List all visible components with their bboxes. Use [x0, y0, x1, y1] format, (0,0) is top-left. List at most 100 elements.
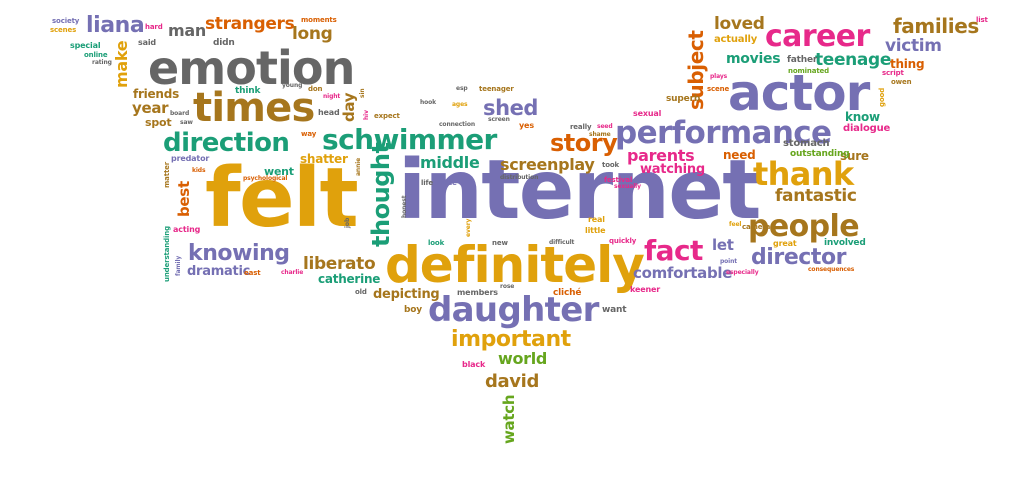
word-sin: sin	[359, 88, 366, 98]
word-daughter: daughter	[428, 290, 599, 330]
word-way: way	[301, 130, 317, 138]
word-job: job	[344, 217, 351, 228]
word-involved: involved	[824, 238, 866, 248]
word-esp: esp	[456, 85, 468, 92]
word-hiv: hiv	[363, 110, 370, 120]
word-annie: annie	[355, 157, 362, 176]
word-think: think	[235, 86, 261, 96]
word-took: took	[602, 161, 620, 169]
word-teenage: teenage	[815, 50, 892, 70]
word-scene: scene	[707, 85, 730, 93]
word-strangers: strangers	[205, 14, 295, 34]
word-owen: owen	[891, 78, 912, 86]
word-black: black	[462, 360, 486, 369]
word-stomach: stomach	[783, 138, 830, 149]
word-watching: watching	[640, 162, 705, 177]
word-times: times	[193, 85, 315, 131]
word-festival: festival	[604, 176, 633, 184]
word-actually: actually	[714, 34, 758, 45]
word-victim: victim	[885, 36, 942, 56]
word-honest: honest	[401, 195, 408, 218]
word-said: said	[138, 38, 156, 47]
word-people: people	[748, 209, 860, 244]
word-direction: direction	[163, 128, 290, 158]
word-real: real	[588, 215, 605, 224]
word-psychological: psychological	[243, 175, 288, 182]
word-life: life	[421, 179, 434, 187]
word-superb: superb	[666, 94, 701, 104]
word-story: story	[550, 129, 618, 157]
word-predator: predator	[171, 154, 210, 163]
word-quickly: quickly	[609, 237, 637, 245]
word-middle: middle	[420, 153, 480, 172]
word-point: point	[720, 258, 738, 265]
word-dramatic: dramatic	[187, 264, 251, 279]
word-issue: issue	[437, 179, 457, 187]
word-yes: yes	[519, 121, 534, 130]
word-connection: connection	[439, 121, 475, 128]
word-director: director	[751, 245, 847, 270]
word-long: long	[292, 24, 333, 44]
word-really: really	[570, 123, 592, 131]
word-teenager: teenager	[479, 85, 514, 93]
word-look: look	[428, 239, 445, 247]
word-good: good	[878, 87, 886, 107]
word-new: new	[492, 239, 508, 247]
word-moments: moments	[301, 16, 337, 24]
word-list: list	[976, 16, 988, 24]
word-matter: matter	[163, 161, 171, 188]
word-internet: internet	[398, 143, 761, 238]
word-liana: liana	[86, 13, 145, 38]
word-difficult: difficult	[549, 239, 575, 246]
word-saw: saw	[180, 119, 193, 126]
word-seed: seed	[597, 123, 613, 130]
word-great: great	[773, 239, 797, 248]
word-thank: thank	[753, 155, 854, 193]
word-don: don	[308, 85, 323, 93]
word-members: members	[457, 288, 498, 297]
word-best: best	[175, 181, 193, 217]
word-every: every	[465, 218, 472, 237]
word-family: family	[175, 255, 182, 276]
word-script: script	[882, 69, 904, 77]
word-make: make	[112, 40, 131, 88]
word-young: young	[282, 82, 303, 89]
word-boy: boy	[404, 305, 422, 315]
word-fantastic: fantastic	[775, 186, 857, 206]
word-distribution: distribution	[500, 174, 539, 181]
word-shame: shame	[589, 131, 611, 138]
word-know: know	[845, 110, 880, 124]
word-liberato: liberato	[303, 254, 376, 274]
word-feel: feel	[729, 221, 742, 228]
word-consequences: consequences	[808, 266, 855, 273]
word-david: david	[485, 371, 540, 392]
word-loved: loved	[714, 14, 765, 34]
word-screen: screen	[488, 116, 510, 123]
word-thought: thought	[367, 142, 395, 247]
word-plays: plays	[710, 73, 728, 80]
word-screenplay: screenplay	[500, 155, 595, 174]
word-catherine: catherine	[318, 272, 381, 286]
word-especially: especially	[726, 269, 759, 276]
word-day: day	[340, 92, 358, 122]
word-rating: rating	[92, 59, 112, 66]
word-east: east	[244, 269, 261, 277]
word-important: important	[451, 327, 571, 352]
word-spot: spot	[145, 116, 172, 129]
word-felt: felt	[205, 151, 359, 246]
word-definitely: definitely	[385, 236, 645, 294]
word-want: want	[602, 305, 627, 315]
word-world: world	[498, 349, 548, 368]
word-friends: friends	[133, 87, 179, 101]
word-need: need	[723, 148, 756, 162]
word-acting: acting	[173, 225, 201, 234]
word-understanding: understanding	[163, 226, 171, 282]
word-sure: sure	[840, 149, 869, 163]
word-fact: fact	[644, 234, 703, 267]
word-parents: parents	[627, 146, 695, 165]
word-little: little	[585, 226, 606, 235]
word-watch: watch	[500, 394, 518, 444]
word-head: head	[318, 108, 340, 117]
word-dialogue: dialogue	[843, 123, 891, 134]
